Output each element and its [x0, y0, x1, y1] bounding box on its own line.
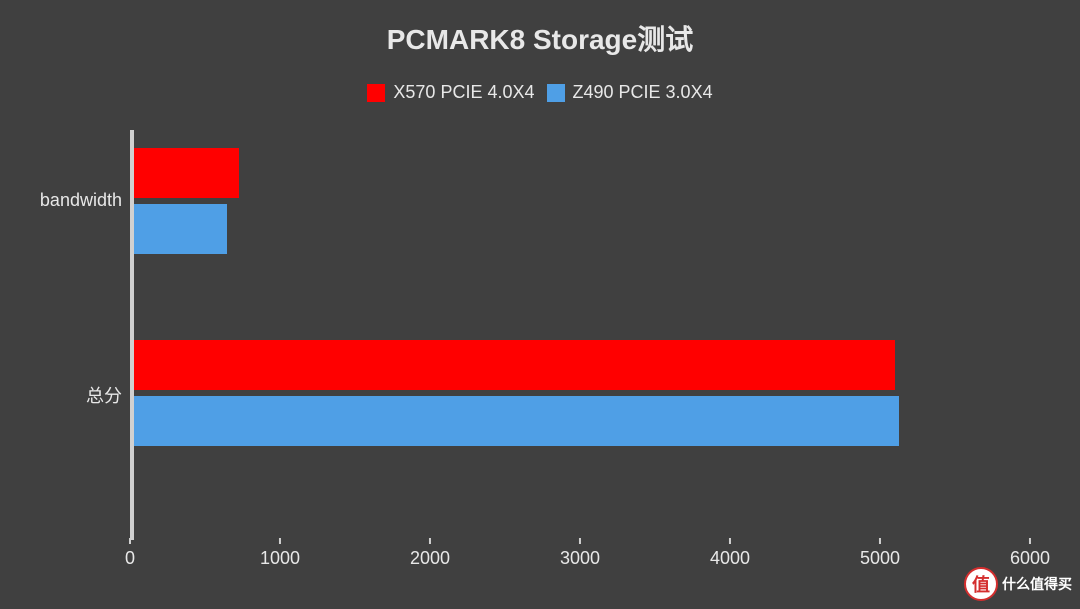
category-label-1: 总分 — [2, 382, 122, 408]
category-label-0: bandwidth — [2, 190, 122, 211]
bar-0-1 — [134, 204, 227, 254]
x-tick-3: 3000 — [560, 540, 600, 569]
legend-swatch-1 — [547, 84, 565, 102]
legend-swatch-0 — [367, 84, 385, 102]
legend: X570 PCIE 4.0X4 Z490 PCIE 3.0X4 — [0, 82, 1080, 103]
chart-title: PCMARK8 Storage测试 — [0, 18, 1080, 58]
watermark-circle-text: 值 — [972, 571, 990, 597]
bar-1-1 — [134, 396, 899, 446]
legend-label-1: Z490 PCIE 3.0X4 — [573, 82, 713, 103]
x-tick-1: 1000 — [260, 540, 300, 569]
chart-container: PCMARK8 Storage测试 X570 PCIE 4.0X4 Z490 P… — [0, 0, 1080, 609]
legend-label-0: X570 PCIE 4.0X4 — [393, 82, 534, 103]
x-tick-6: 6000 — [1010, 540, 1050, 569]
legend-item-0: X570 PCIE 4.0X4 — [367, 82, 534, 103]
x-tick-2: 2000 — [410, 540, 450, 569]
watermark-label: 什么值得买 — [1002, 574, 1072, 594]
x-tick-4: 4000 — [710, 540, 750, 569]
legend-item-1: Z490 PCIE 3.0X4 — [547, 82, 713, 103]
watermark: 值 什么值得买 — [964, 567, 1072, 601]
bar-1-0 — [134, 340, 895, 390]
bar-0-0 — [134, 148, 239, 198]
x-tick-0: 0 — [125, 540, 135, 569]
watermark-circle-icon: 值 — [964, 567, 998, 601]
x-tick-5: 5000 — [860, 540, 900, 569]
plot-area: bandwidth总分0100020003000400050006000 — [130, 130, 1030, 540]
